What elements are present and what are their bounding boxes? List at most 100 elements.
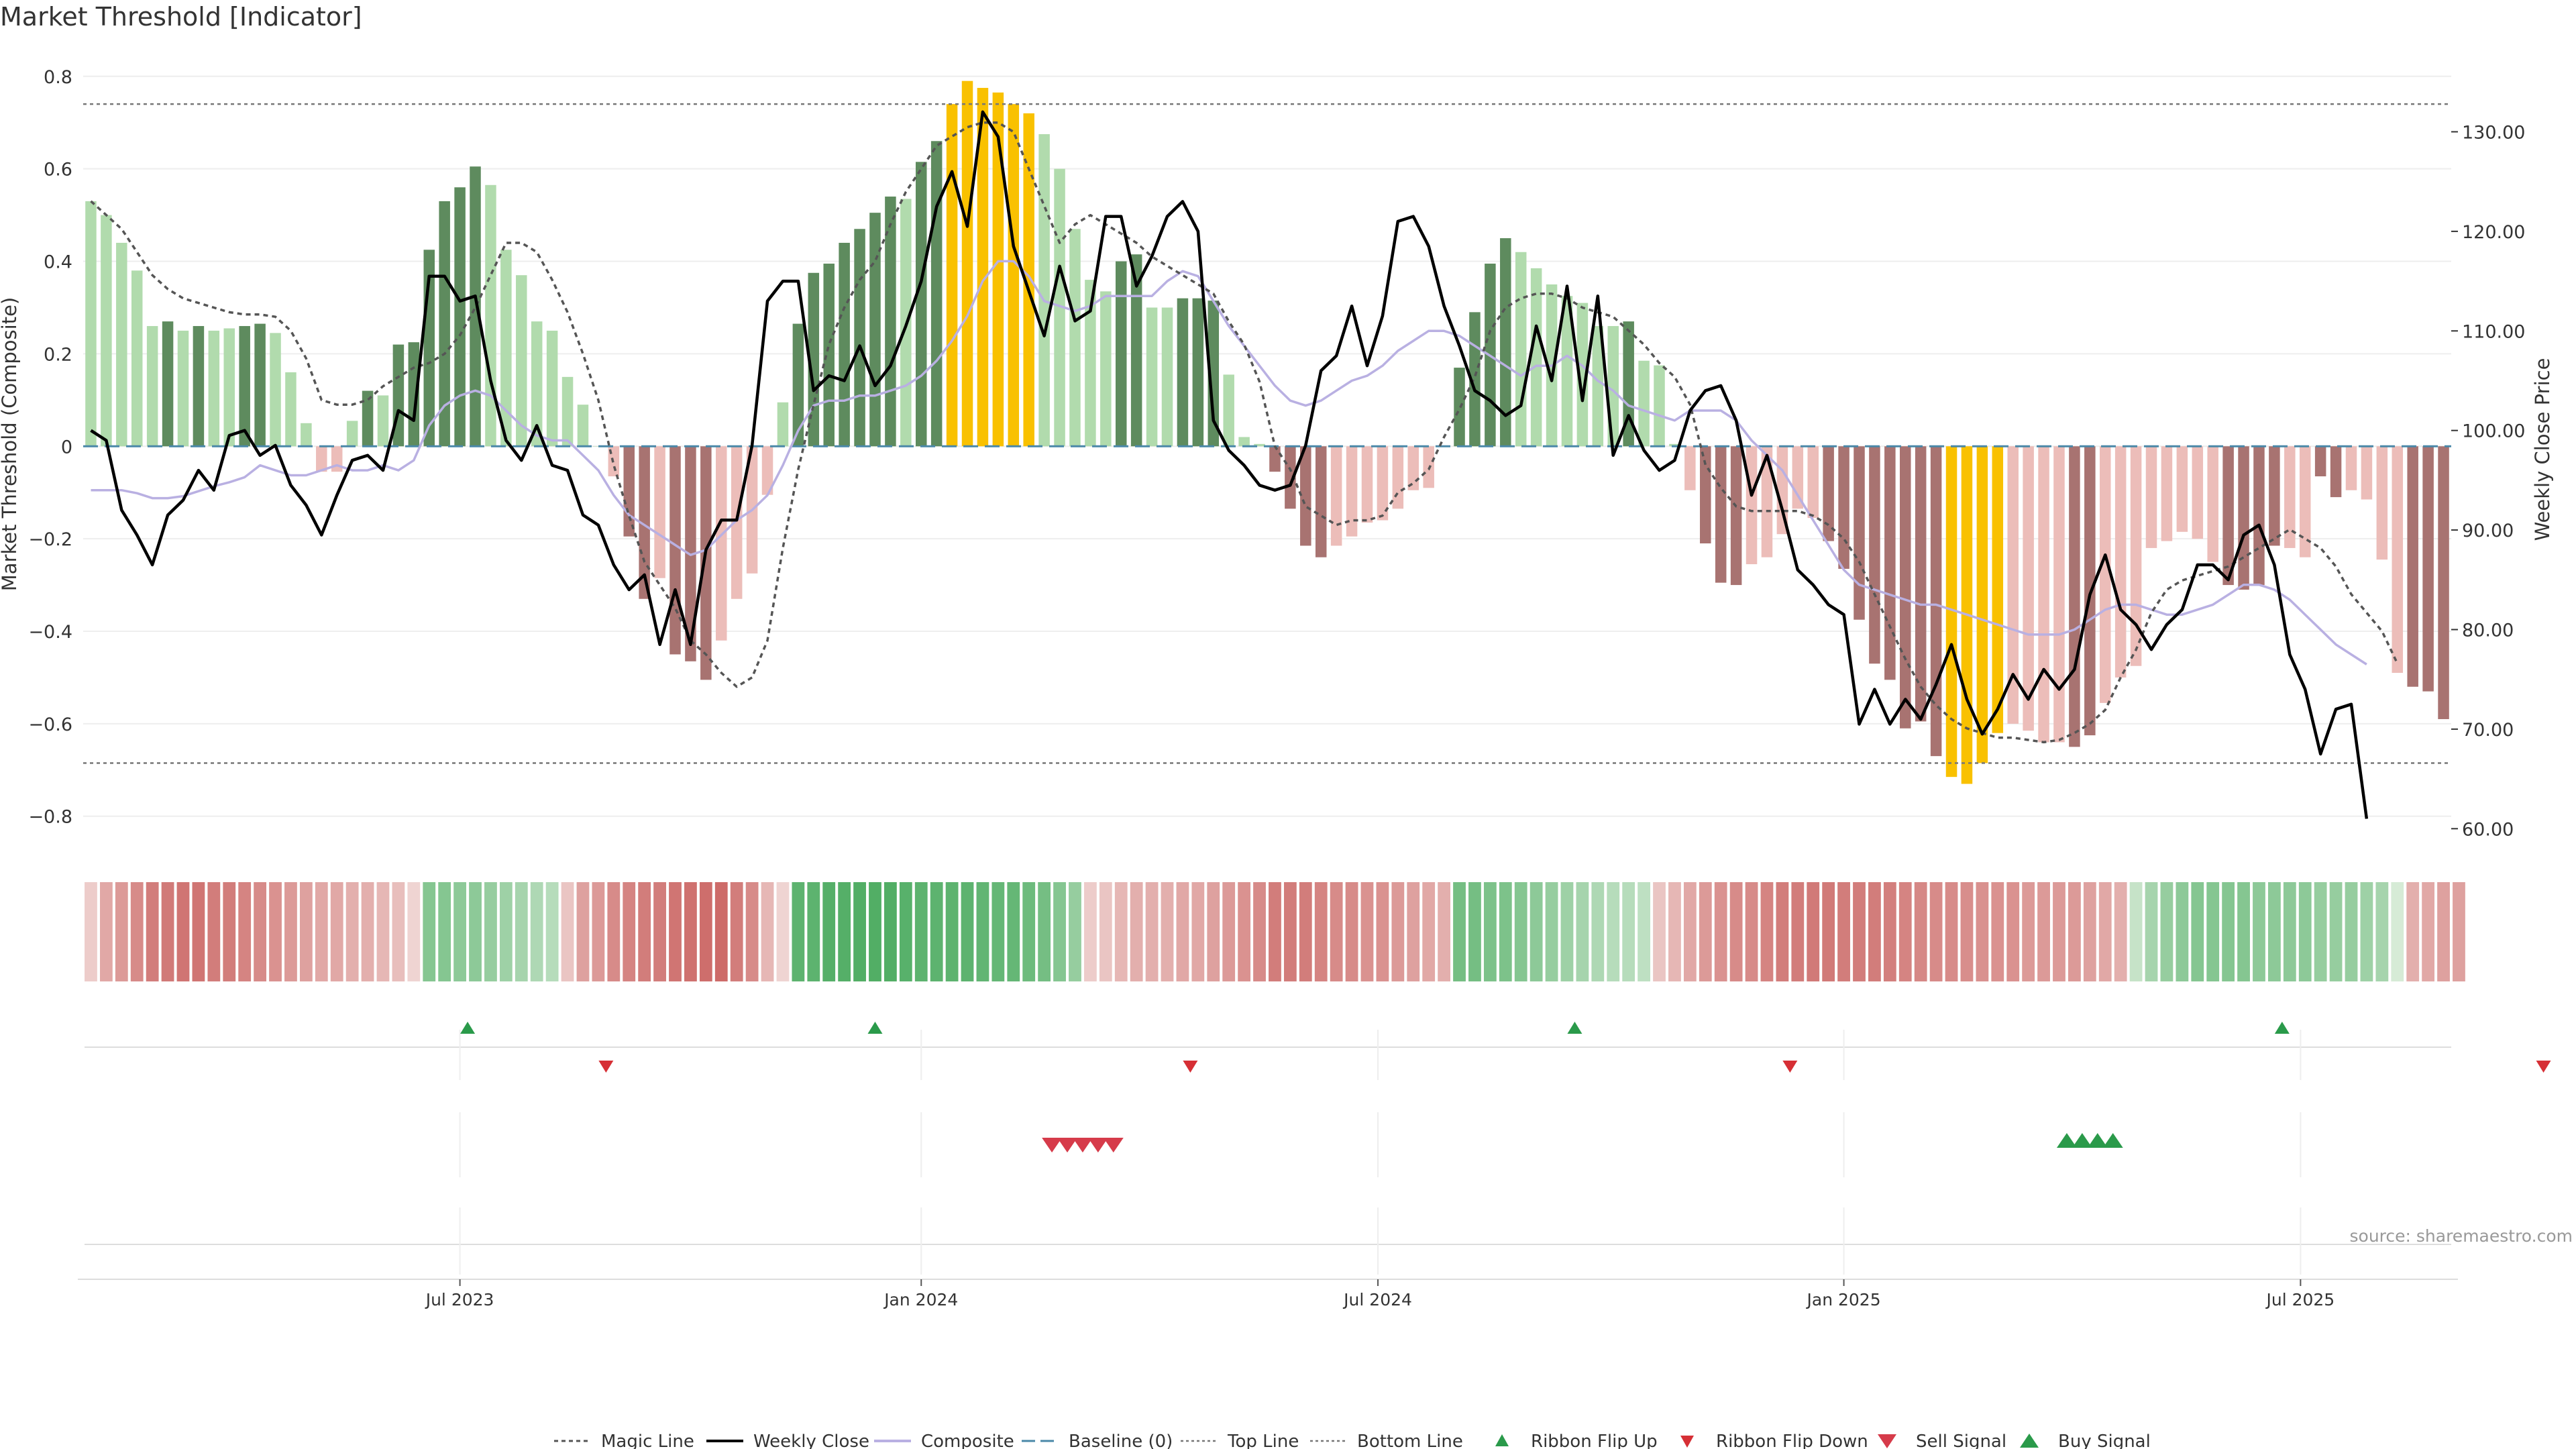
ribbon-cell	[1161, 882, 1174, 981]
ribbon-cell	[2206, 882, 2220, 981]
legend-swatch	[1878, 1434, 1896, 1448]
ribbon-flip-down-marker	[1183, 1061, 1198, 1073]
composite-bar	[1530, 268, 1542, 447]
ribbon-cell	[1269, 882, 1281, 981]
ribbon-cell	[761, 882, 774, 981]
composite-bar	[1992, 446, 2004, 733]
composite-bar	[1684, 446, 1696, 490]
composite-bar	[1515, 252, 1527, 447]
composite-bar	[977, 88, 989, 447]
ribbon-cell	[592, 882, 605, 981]
composite-bar	[808, 272, 820, 447]
composite-bar	[239, 326, 250, 447]
composite-bar	[2407, 446, 2418, 687]
ribbon-cell	[2176, 882, 2189, 981]
ribbon-cell	[161, 882, 174, 981]
main-panel: 0.8 0.6 0.4 0.2 0 −0.2 −0.4 −0.6 −0.8 130.00 120.…	[0, 67, 2554, 841]
composite-bar	[823, 263, 835, 447]
ribbon-cell	[930, 882, 943, 981]
ribbon-cell	[284, 882, 297, 981]
ribbon-flip-down-marker	[2536, 1061, 2551, 1073]
ribbon-cell	[2053, 882, 2065, 981]
composite-bar	[2422, 446, 2434, 692]
ribbon-cell	[1207, 882, 1220, 981]
sell-signal-marker	[1103, 1138, 1124, 1152]
ribbon-cell	[991, 882, 1005, 981]
ribbon-flip-up-marker	[1567, 1022, 1582, 1034]
ribbon-cell	[976, 882, 989, 981]
ribbon-cell	[499, 882, 513, 981]
ribbon-cell	[1314, 882, 1328, 981]
sell-signal-marker	[1087, 1138, 1108, 1152]
composite-bar	[485, 184, 496, 447]
composite-bar	[731, 446, 743, 599]
legend-item: Magic Line	[554, 1432, 694, 1449]
composite-bar	[1177, 298, 1189, 447]
composite-bar	[1315, 446, 1327, 557]
ribbon-cell	[2375, 882, 2389, 981]
ribbon-cell	[561, 882, 574, 981]
ribbon-cell	[1776, 882, 1789, 981]
signal-panel-lines	[78, 1030, 2458, 1280]
composite-bar	[223, 328, 235, 447]
composite-bar	[1361, 446, 1373, 523]
legend-label: Bottom Line	[1357, 1432, 1463, 1449]
composite-bar	[208, 330, 220, 447]
composite-bar	[1854, 446, 1865, 620]
ribbon-cell	[2283, 882, 2296, 981]
ribbon-cell	[453, 882, 466, 981]
composite-bar	[1161, 307, 1173, 447]
composite-bar	[654, 446, 665, 578]
ribbon-cell	[1699, 882, 1712, 981]
legend-item: Weekly Close	[706, 1432, 869, 1449]
ribbon-cell	[1391, 882, 1405, 981]
composite-bar	[193, 326, 205, 447]
ribbon-cell	[2006, 882, 2020, 981]
ribbon-flip-markers	[460, 1022, 2551, 1073]
right-tick-label: 120.00	[2462, 222, 2525, 243]
composite-bar	[1115, 261, 1127, 447]
ribbon-cell	[2345, 882, 2358, 981]
ribbon-cell	[423, 882, 436, 981]
composite-bar	[1900, 446, 1911, 729]
composite-bar	[2284, 446, 2296, 548]
composite-bar	[561, 376, 574, 447]
composite-bar	[1023, 113, 1034, 447]
composite-bar	[146, 326, 158, 447]
ribbon-cell	[223, 882, 236, 981]
ribbon-cell	[1514, 882, 1527, 981]
ribbon-cell	[254, 882, 267, 981]
legend-swatch	[1680, 1436, 1694, 1448]
ribbon-cell	[2453, 882, 2465, 981]
legend-item: Buy Signal	[2020, 1432, 2151, 1449]
buy-signal-marker	[2072, 1133, 2092, 1148]
ribbon-cell	[2314, 882, 2327, 981]
composite-bar	[131, 270, 143, 447]
right-tick-label: 130.00	[2462, 122, 2525, 143]
left-tick-label: 0.4	[44, 252, 72, 273]
ribbon-cell	[1238, 882, 1251, 981]
ribbon-cell	[115, 882, 128, 981]
composite-bar	[546, 330, 558, 447]
x-tick-label: Jul 2024	[1342, 1290, 1412, 1309]
composite-bar	[2130, 446, 2142, 666]
composite-bar	[331, 446, 343, 472]
ribbon-cell	[623, 882, 636, 981]
ribbon-cell	[1576, 882, 1589, 981]
composite-bar	[285, 372, 297, 447]
composite-bar	[2023, 446, 2034, 731]
composite-bar	[362, 390, 374, 447]
legend-label: Top Line	[1227, 1432, 1299, 1449]
composite-bar	[2238, 446, 2249, 590]
composite-bar	[2330, 446, 2342, 498]
ribbon-flip-up-marker	[867, 1022, 883, 1034]
composite-bar	[1008, 104, 1020, 447]
legend-label: Sell Signal	[1916, 1432, 2006, 1449]
ribbon-cell	[2098, 882, 2112, 981]
ribbon-cell	[99, 882, 113, 981]
composite-bar	[1100, 291, 1112, 447]
composite-bar	[2069, 446, 2080, 747]
ribbon-cell	[2237, 882, 2250, 981]
ribbon-cell	[438, 882, 451, 981]
ribbon-cell	[1638, 882, 1650, 981]
